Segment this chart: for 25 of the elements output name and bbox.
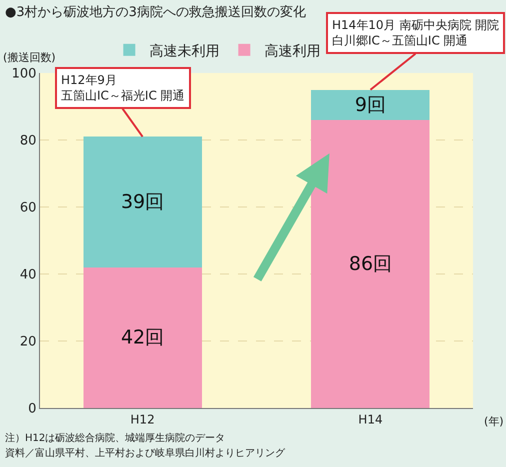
bar [311,90,430,120]
chart-title: ●3村から砺波地方の3病院への救急搬送回数の変化 [5,4,306,20]
y-tick-label: 80 [20,134,36,149]
bar [311,120,430,408]
bar [83,267,202,408]
data-label: 9回 [354,94,386,116]
y-tick-label: 40 [20,268,36,283]
y-tick-label: 60 [20,200,36,216]
x-tick-label: H12 [130,412,155,426]
legend-label: 高速利用 [264,43,320,60]
data-label: 42回 [120,326,164,349]
text: 注）H12は砺波総合病院、城端厚生病院のデータ [5,432,226,444]
y-tick-label: 0 [28,402,36,417]
y-tick-label: 100 [12,66,36,82]
annotation: H12年9月五箇山IC～福光IC 開通 [61,73,185,103]
x-axis-title: (年) [484,415,504,428]
y-tick-label: 20 [20,334,36,350]
text: 資料／富山県平村、上平村および岐阜県白川村よりヒアリング [5,447,286,459]
bar [83,136,202,268]
legend-label: 高速未利用 [149,43,220,60]
data-label: 39回 [120,190,164,213]
x-tick-label: H14 [358,412,383,426]
data-label: 86回 [348,252,392,275]
y-axis-title: (搬送回数) [3,51,56,64]
annotation: H14年10月 南砺中央病院 開院白川郷IC～五箇山IC 開通 [332,18,500,48]
